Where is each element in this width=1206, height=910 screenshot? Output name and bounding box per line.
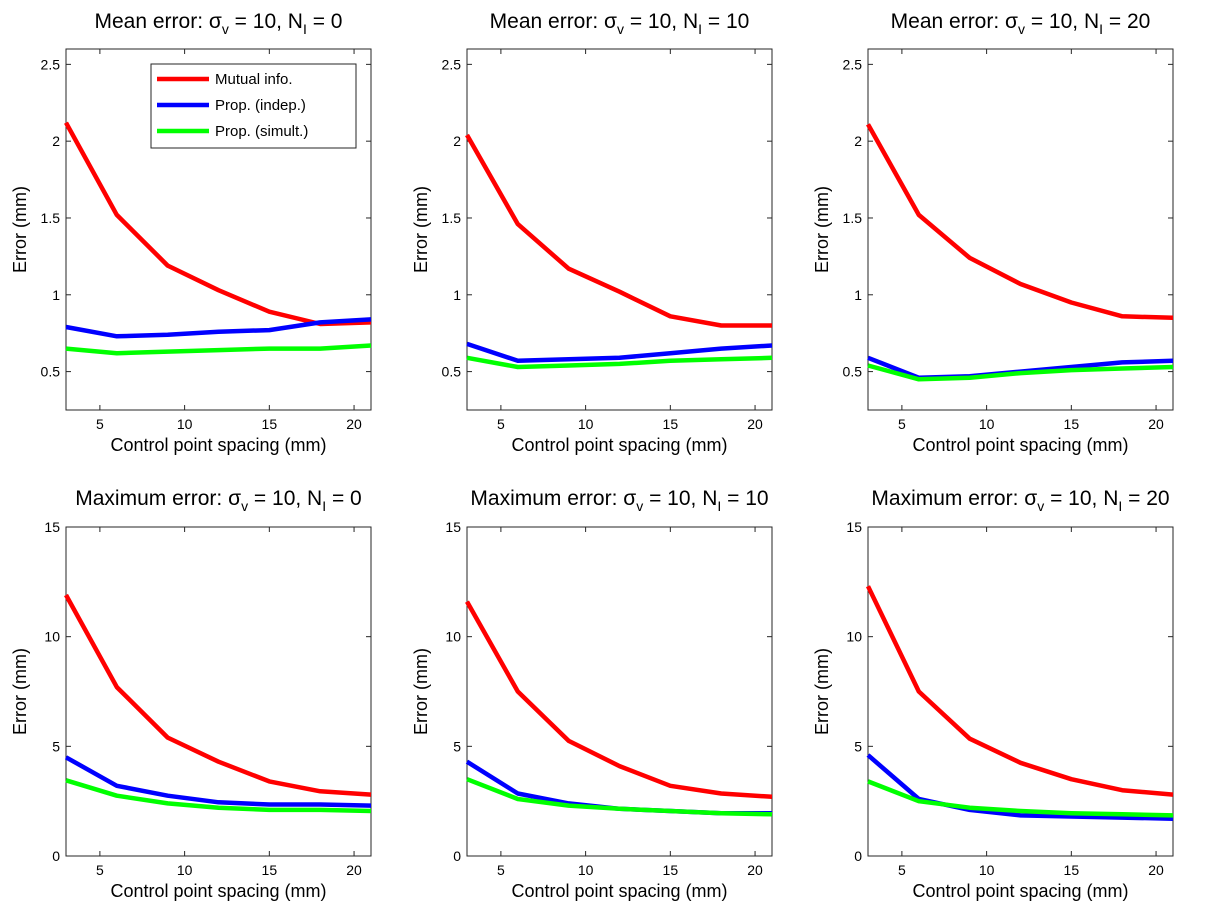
series-line-2: [466, 341, 773, 364]
x-tick-label: 5: [96, 862, 104, 878]
y-tick-label: 0: [52, 848, 60, 864]
x-tick-label: 10: [979, 862, 995, 878]
y-tick-label: 2.5: [843, 56, 863, 72]
series-line-1: [866, 123, 1174, 321]
y-tick-label: 1: [52, 287, 60, 303]
y-tick-label: 1: [854, 287, 862, 303]
y-tick-label: 1: [453, 287, 461, 303]
series-line-3: [867, 779, 1174, 818]
y-tick-label: 0: [854, 848, 862, 864]
y-axis-label: Error (mm): [10, 186, 30, 273]
chart-panel-3: 5 10 15 20 0.5 1 1.5 2 2.5 Control point spacing …: [812, 10, 1174, 455]
axes-box: [867, 48, 1174, 411]
y-tick-label: 15: [445, 519, 461, 535]
x-tick-label: 10: [979, 416, 995, 432]
y-tick-label: 0.5: [442, 364, 462, 380]
series-line-1: [465, 133, 772, 328]
y-tick-label: 1.5: [442, 210, 462, 226]
x-tick-label: 20: [747, 416, 763, 432]
y-axis-label: Error (mm): [411, 648, 431, 735]
y-tick-label: 2.5: [41, 56, 61, 72]
legend-entry: Prop. (simult.): [215, 123, 308, 140]
y-tick-label: 5: [453, 738, 461, 754]
y-axis-label: Error (mm): [10, 648, 30, 735]
y-tick-label: 10: [44, 629, 60, 645]
chart-panel-6: 5 10 15 20 0 5 10 15 Control point spacing (mm) E…: [812, 487, 1174, 901]
x-tick-label: 20: [346, 862, 362, 878]
x-tick-label: 5: [898, 862, 906, 878]
chart-title: Mean error: σv = 10, NI = 10: [490, 10, 750, 37]
series-line-1: [465, 600, 773, 800]
y-tick-label: 2.5: [442, 56, 462, 72]
y-tick-label: 10: [846, 629, 862, 645]
legend-entry: Prop. (indep.): [215, 97, 306, 114]
x-tick-label: 15: [1064, 862, 1080, 878]
chart-panel-2: 5 10 15 20 0.5 1 1.5 2 2.5 Control point spacing …: [411, 10, 773, 455]
y-tick-label: 10: [445, 629, 461, 645]
y-axis-label: Error (mm): [812, 186, 832, 273]
y-axis-label: Error (mm): [411, 186, 431, 273]
chart-title: Maximum error: σv = 10, NI = 20: [871, 487, 1169, 514]
y-tick-label: 2: [52, 133, 60, 149]
x-tick-label: 20: [346, 416, 362, 432]
y-tick-label: 0.5: [41, 364, 61, 380]
series-line-1: [64, 593, 372, 797]
x-tick-label: 15: [663, 416, 679, 432]
x-axis-label: Control point spacing (mm): [110, 881, 326, 901]
x-axis-label: Control point spacing (mm): [511, 881, 727, 901]
y-tick-label: 0.5: [843, 364, 863, 380]
y-tick-label: 2: [854, 133, 862, 149]
x-tick-label: 15: [262, 416, 278, 432]
x-axis-label: Control point spacing (mm): [511, 435, 727, 455]
x-axis-label: Control point spacing (mm): [912, 435, 1128, 455]
y-tick-label: 2: [453, 133, 461, 149]
chart-title: Mean error: σv = 10, NI = 0: [95, 10, 343, 37]
series-line-3: [867, 363, 1174, 382]
x-tick-label: 20: [1148, 416, 1164, 432]
series-line-3: [65, 778, 372, 814]
x-tick-label: 15: [262, 862, 278, 878]
series-line-2: [64, 755, 372, 808]
series-line-3: [466, 777, 773, 817]
y-tick-label: 1.5: [843, 210, 863, 226]
x-tick-label: 10: [578, 416, 594, 432]
series-line-2: [65, 317, 372, 339]
x-tick-label: 10: [177, 862, 193, 878]
x-tick-label: 10: [177, 416, 193, 432]
x-tick-label: 5: [96, 416, 104, 432]
y-tick-label: 15: [846, 519, 862, 535]
chart-panel-1: 5 10 15 20 0.5 1 1.5 2 2.5 Control point spacing …: [10, 10, 372, 455]
x-tick-label: 20: [1148, 862, 1164, 878]
series-line-3: [65, 343, 372, 356]
chart-panel-4: 5 10 15 20 0 5 10 15 Control point spacing (mm) E…: [10, 487, 372, 901]
chart-title: Mean error: σv = 10, NI = 20: [891, 10, 1151, 37]
y-axis-label: Error (mm): [812, 648, 832, 735]
x-tick-label: 5: [898, 416, 906, 432]
series-line-1: [865, 585, 1174, 797]
chart-title: Maximum error: σv = 10, NI = 10: [470, 487, 768, 514]
x-axis-label: Control point spacing (mm): [912, 881, 1128, 901]
x-axis-label: Control point spacing (mm): [110, 435, 326, 455]
y-tick-label: 5: [854, 738, 862, 754]
x-tick-label: 5: [497, 862, 505, 878]
x-tick-label: 5: [497, 416, 505, 432]
x-tick-label: 15: [663, 862, 679, 878]
axes-box: [867, 526, 1174, 857]
chart-panel-5: 5 10 15 20 0 5 10 15 Control point spacing (mm) E…: [411, 487, 773, 901]
legend: Mutual info. Prop. (indep.) Prop. (simult.…: [150, 63, 357, 149]
y-tick-label: 1.5: [41, 210, 61, 226]
y-tick-label: 15: [44, 519, 60, 535]
y-tick-label: 5: [52, 738, 60, 754]
legend-entry: Mutual info.: [215, 71, 293, 88]
y-tick-label: 0: [453, 848, 461, 864]
series-line-3: [466, 355, 773, 370]
x-tick-label: 15: [1064, 416, 1080, 432]
chart-title: Maximum error: σv = 10, NI = 0: [75, 487, 361, 514]
x-tick-label: 20: [747, 862, 763, 878]
x-tick-label: 10: [578, 862, 594, 878]
